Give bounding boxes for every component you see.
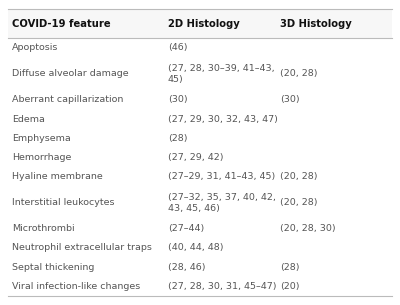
Text: 3D Histology: 3D Histology: [280, 19, 352, 29]
Text: Neutrophil extracellular traps: Neutrophil extracellular traps: [12, 243, 152, 253]
Text: Apoptosis: Apoptosis: [12, 43, 58, 52]
Text: Aberrant capillarization: Aberrant capillarization: [12, 95, 123, 105]
Text: (27, 28, 30, 31, 45–47): (27, 28, 30, 31, 45–47): [168, 282, 276, 291]
Text: (27–29, 31, 41–43, 45): (27–29, 31, 41–43, 45): [168, 172, 275, 181]
Text: (27, 29, 42): (27, 29, 42): [168, 153, 224, 162]
Text: Interstitial leukocytes: Interstitial leukocytes: [12, 198, 114, 207]
Text: (20): (20): [280, 282, 300, 291]
Text: Hemorrhage: Hemorrhage: [12, 153, 71, 162]
Text: (27–32, 35, 37, 40, 42,
43, 45, 46): (27–32, 35, 37, 40, 42, 43, 45, 46): [168, 193, 276, 213]
Text: (30): (30): [168, 95, 188, 105]
Text: (20, 28): (20, 28): [280, 172, 318, 181]
Text: Emphysema: Emphysema: [12, 134, 71, 143]
Text: (30): (30): [280, 95, 300, 105]
Text: COVID-19 feature: COVID-19 feature: [12, 19, 111, 29]
Text: Septal thickening: Septal thickening: [12, 263, 94, 272]
Text: (46): (46): [168, 43, 188, 52]
Text: Viral infection-like changes: Viral infection-like changes: [12, 282, 140, 291]
Bar: [8, 9, 392, 38]
Text: (40, 44, 48): (40, 44, 48): [168, 243, 224, 253]
Text: 2D Histology: 2D Histology: [168, 19, 240, 29]
Text: (27, 28, 30–39, 41–43,
45): (27, 28, 30–39, 41–43, 45): [168, 64, 275, 84]
Text: Microthrombi: Microthrombi: [12, 224, 75, 233]
Text: (20, 28): (20, 28): [280, 198, 318, 207]
Text: (28): (28): [280, 263, 300, 272]
Text: (28): (28): [168, 134, 188, 143]
Text: Edema: Edema: [12, 115, 45, 124]
Text: (20, 28, 30): (20, 28, 30): [280, 224, 336, 233]
Text: (27–44): (27–44): [168, 224, 204, 233]
Text: (28, 46): (28, 46): [168, 263, 206, 272]
Text: Diffuse alveolar damage: Diffuse alveolar damage: [12, 70, 129, 78]
Text: (20, 28): (20, 28): [280, 70, 318, 78]
Text: (27, 29, 30, 32, 43, 47): (27, 29, 30, 32, 43, 47): [168, 115, 278, 124]
Text: Hyaline membrane: Hyaline membrane: [12, 172, 103, 181]
